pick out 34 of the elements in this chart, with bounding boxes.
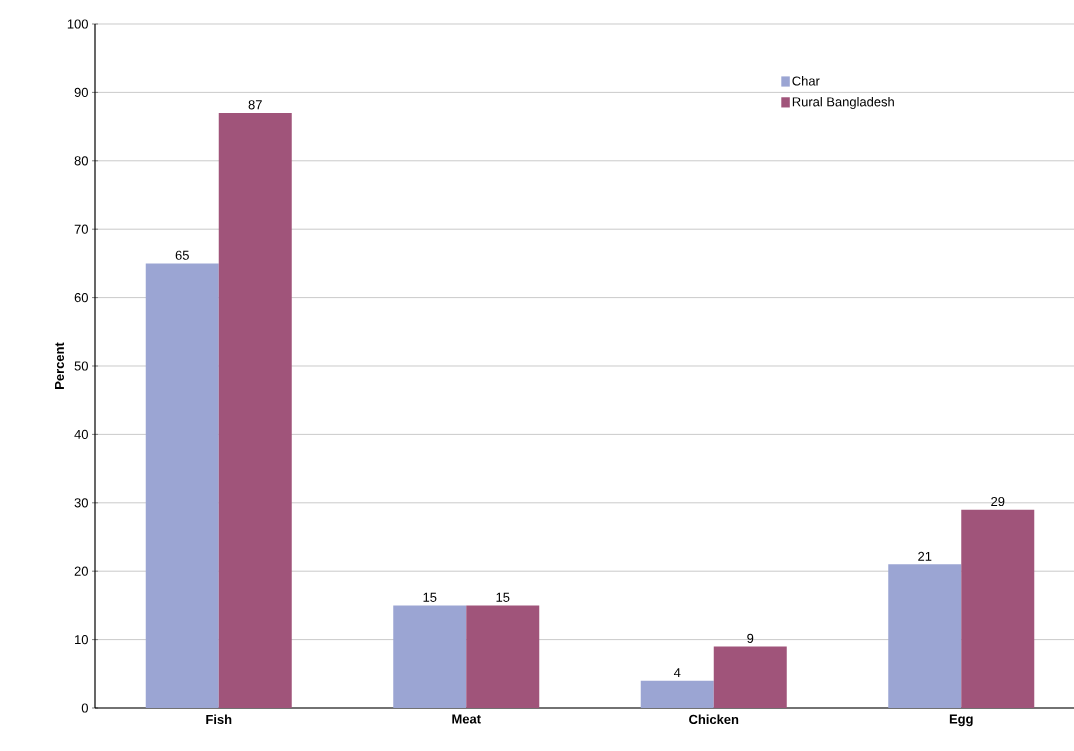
- data-label: 65: [175, 250, 189, 260]
- y-tick-label: 50: [74, 361, 88, 371]
- y-tick-label: 10: [75, 635, 88, 645]
- x-tick-label: Meat: [452, 714, 481, 724]
- bar: [640, 680, 714, 708]
- x-tick-label: Chicken: [689, 714, 739, 725]
- bar: [961, 509, 1035, 708]
- y-tick-label: 20: [74, 566, 88, 576]
- y-tick-label: 30: [74, 498, 88, 508]
- x-tick-label: Fish: [206, 714, 232, 725]
- data-label: 21: [918, 551, 932, 561]
- data-label: 4: [673, 668, 681, 678]
- bar: [145, 263, 219, 708]
- bar: [713, 646, 787, 708]
- bar: [466, 605, 540, 708]
- data-label: 15: [423, 592, 437, 602]
- y-tick-label: 90: [74, 87, 88, 97]
- legend-label: Char: [792, 76, 820, 86]
- y-tick-label: 60: [74, 293, 88, 303]
- x-tick-label: Egg: [949, 714, 973, 727]
- y-tick-label: 100: [67, 19, 88, 29]
- data-label: 29: [991, 496, 1005, 507]
- bar: [218, 112, 292, 708]
- legend-label: Rural Bangladesh: [792, 96, 894, 109]
- y-tick-label: 80: [74, 156, 88, 166]
- bar: [393, 605, 467, 708]
- bar: [888, 564, 962, 708]
- data-label: 9: [747, 633, 754, 643]
- y-tick-label: 40: [74, 429, 88, 439]
- data-label: 87: [248, 100, 262, 110]
- data-label: 15: [496, 592, 510, 602]
- y-tick-label: 70: [74, 224, 88, 234]
- y-tick-label: 0: [81, 703, 88, 713]
- y-axis-title: Percent: [55, 342, 65, 389]
